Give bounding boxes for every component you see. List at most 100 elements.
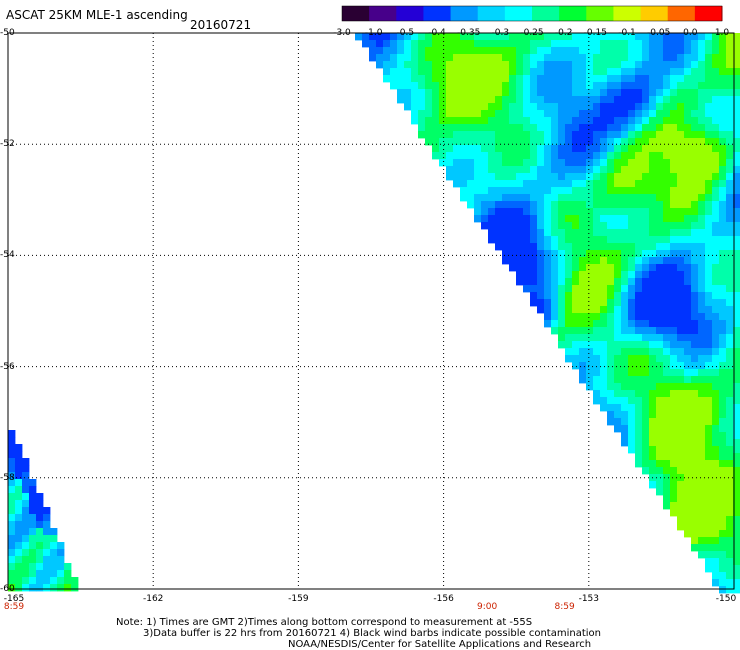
wind-cell — [397, 68, 405, 76]
wind-cell — [523, 208, 531, 216]
wind-cell — [635, 264, 643, 272]
wind-cell — [621, 117, 629, 125]
wind-cell — [439, 131, 447, 139]
wind-cell — [446, 110, 454, 118]
wind-cell — [579, 68, 587, 76]
wind-cell — [15, 479, 23, 487]
wind-cell — [22, 535, 30, 543]
wind-cell — [649, 222, 657, 230]
wind-cell — [579, 61, 587, 69]
wind-cell — [691, 194, 699, 202]
wind-cell — [656, 334, 664, 342]
wind-cell — [50, 542, 58, 550]
wind-cell — [614, 159, 622, 167]
wind-cell — [698, 460, 706, 468]
wind-cell — [677, 271, 685, 279]
wind-cell — [593, 320, 601, 328]
wind-cell — [509, 138, 517, 146]
wind-cell — [656, 320, 664, 328]
wind-cell — [719, 166, 727, 174]
wind-cell — [726, 194, 734, 202]
wind-cell — [607, 264, 615, 272]
wind-cell — [593, 89, 601, 97]
wind-cell — [558, 208, 566, 216]
wind-cell — [698, 453, 706, 461]
wind-cell — [726, 327, 734, 335]
wind-cell — [579, 208, 587, 216]
wind-cell — [460, 145, 468, 153]
wind-cell — [446, 82, 454, 90]
wind-cell — [656, 187, 664, 195]
wind-cell — [684, 418, 692, 426]
wind-cell — [719, 201, 727, 209]
wind-cell — [411, 117, 419, 125]
wind-cell — [642, 383, 650, 391]
wind-cell — [635, 208, 643, 216]
wind-cell — [516, 194, 524, 202]
wind-cell — [488, 61, 496, 69]
wind-cell — [600, 152, 608, 160]
wind-cell — [712, 278, 720, 286]
wind-cell — [474, 33, 482, 41]
wind-cell — [691, 376, 699, 384]
wind-cell — [642, 173, 650, 181]
wind-cell — [593, 327, 601, 335]
wind-cell — [572, 299, 580, 307]
wind-cell — [36, 493, 44, 501]
wind-cell — [530, 166, 538, 174]
wind-cell — [719, 250, 727, 258]
wind-cell — [642, 40, 650, 48]
wind-cell — [495, 236, 503, 244]
wind-cell — [719, 404, 727, 412]
wind-cell — [684, 397, 692, 405]
wind-cell — [705, 334, 713, 342]
wind-cell — [579, 201, 587, 209]
wind-cell — [593, 362, 601, 370]
wind-cell — [677, 166, 685, 174]
wind-cell — [572, 47, 580, 55]
wind-cell — [719, 544, 727, 552]
wind-cell — [509, 173, 517, 181]
wind-cell — [649, 439, 657, 447]
wind-cell — [537, 166, 545, 174]
wind-cell — [544, 89, 552, 97]
wind-cell — [579, 131, 587, 139]
wind-cell — [635, 306, 643, 314]
wind-cell — [600, 341, 608, 349]
wind-cell — [635, 446, 643, 454]
wind-cell — [649, 89, 657, 97]
wind-cell — [614, 208, 622, 216]
wind-cell — [712, 54, 720, 62]
wind-cell — [698, 145, 706, 153]
wind-cell — [43, 549, 51, 557]
wind-cell — [8, 458, 16, 466]
wind-cell — [677, 103, 685, 111]
wind-cell — [502, 201, 510, 209]
wind-cell — [551, 327, 559, 335]
wind-cell — [719, 418, 727, 426]
wind-cell — [516, 138, 524, 146]
wind-cell — [621, 145, 629, 153]
wind-cell — [586, 236, 594, 244]
wind-cell — [670, 222, 678, 230]
wind-cell — [551, 124, 559, 132]
wind-cell — [600, 89, 608, 97]
wind-cell — [488, 173, 496, 181]
wind-cell — [579, 299, 587, 307]
wind-cell — [607, 250, 615, 258]
wind-cell — [691, 355, 699, 363]
wind-cell — [565, 271, 573, 279]
wind-cell — [453, 47, 461, 55]
wind-cell — [705, 54, 713, 62]
wind-cell — [558, 278, 566, 286]
wind-cell — [551, 299, 559, 307]
wind-cell — [558, 320, 566, 328]
wind-cell — [50, 577, 58, 585]
wind-cell — [551, 229, 559, 237]
wind-cell — [446, 173, 454, 181]
wind-cell — [733, 362, 740, 370]
wind-cell — [495, 180, 503, 188]
wind-cell — [488, 187, 496, 195]
wind-cell — [691, 516, 699, 524]
wind-cell — [537, 285, 545, 293]
